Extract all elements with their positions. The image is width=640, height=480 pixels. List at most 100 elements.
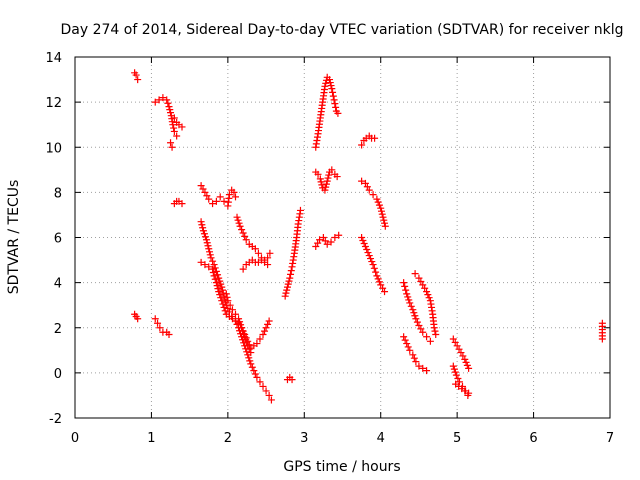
- data-point: [322, 183, 330, 191]
- y-tick-label: 12: [45, 96, 62, 111]
- data-point: [256, 378, 264, 386]
- data-point: [264, 254, 272, 262]
- data-point: [216, 291, 224, 299]
- data-point: [325, 171, 333, 179]
- data-point: [381, 219, 389, 227]
- data-point: [212, 267, 220, 275]
- data-point: [198, 221, 206, 229]
- data-point: [423, 333, 431, 341]
- data-point: [265, 317, 273, 325]
- data-point: [243, 339, 251, 347]
- data-point: [242, 336, 250, 344]
- y-tick-label: 10: [45, 141, 62, 156]
- x-axis-label: GPS time / hours: [283, 459, 400, 475]
- data-point: [215, 274, 223, 282]
- data-point: [178, 200, 186, 208]
- data-point: [237, 321, 245, 329]
- data-point: [333, 173, 341, 181]
- data-point: [455, 378, 463, 386]
- data-point: [201, 261, 209, 269]
- data-point: [166, 106, 174, 114]
- data-point: [403, 290, 411, 298]
- data-point: [197, 258, 205, 266]
- data-point: [236, 222, 244, 230]
- y-tick-label: 14: [45, 51, 62, 66]
- data-point: [253, 340, 261, 348]
- data-point: [323, 177, 331, 185]
- data-point: [314, 170, 322, 178]
- data-point: [321, 82, 329, 90]
- data-point: [406, 346, 414, 354]
- data-point: [211, 275, 219, 283]
- data-point: [401, 336, 409, 344]
- data-point: [169, 121, 177, 129]
- data-point: [164, 99, 172, 107]
- data-point: [265, 391, 273, 399]
- data-point: [410, 354, 418, 362]
- data-point: [462, 358, 470, 366]
- y-tick-label: 2: [54, 322, 62, 337]
- data-point: [215, 288, 223, 296]
- data-point: [210, 272, 218, 280]
- data-point: [151, 98, 159, 106]
- data-point: [430, 324, 438, 332]
- data-point: [216, 277, 224, 285]
- data-point: [374, 275, 382, 283]
- data-point: [241, 232, 249, 240]
- data-point: [426, 337, 434, 345]
- data-point: [218, 297, 226, 305]
- data-point: [403, 340, 411, 348]
- data-point: [358, 141, 366, 149]
- data-point: [264, 261, 272, 269]
- data-point: [287, 270, 295, 278]
- data-point: [246, 357, 254, 365]
- data-point: [328, 166, 336, 174]
- data-point: [367, 255, 375, 263]
- y-tick-label: 4: [54, 277, 62, 292]
- data-point: [242, 236, 250, 244]
- data-point: [206, 251, 214, 259]
- data-point: [328, 85, 336, 93]
- data-point: [156, 324, 164, 332]
- data-point: [233, 213, 241, 221]
- data-point: [324, 174, 332, 182]
- data-point: [369, 261, 377, 269]
- data-point: [214, 271, 222, 279]
- x-tick-label: 7: [606, 431, 614, 446]
- data-point: [286, 274, 294, 282]
- y-axis-label: SDTVAR / TECUs: [6, 180, 22, 295]
- data-point: [452, 371, 460, 379]
- data-point: [287, 267, 295, 275]
- data-point: [206, 248, 214, 256]
- data-point: [228, 306, 236, 314]
- data-point: [360, 240, 368, 248]
- data-point: [424, 291, 432, 299]
- data-point: [212, 197, 220, 205]
- chart-title: Day 274 of 2014, Sidereal Day-to-day VTE…: [61, 22, 624, 38]
- data-point: [358, 234, 366, 241]
- data-point: [154, 319, 162, 327]
- data-point: [239, 265, 247, 273]
- data-point: [219, 289, 227, 297]
- data-point: [199, 224, 207, 232]
- data-point: [365, 186, 373, 194]
- y-tick-label: 8: [54, 186, 62, 201]
- data-point: [262, 387, 270, 395]
- data-point: [256, 335, 264, 343]
- data-point: [411, 270, 419, 278]
- data-point: [205, 195, 213, 203]
- data-point: [209, 268, 217, 276]
- data-point: [201, 233, 209, 241]
- data-point: [235, 219, 243, 227]
- data-point: [377, 207, 385, 215]
- data-point: [282, 289, 290, 297]
- data-point: [326, 76, 334, 84]
- data-point: [316, 236, 324, 244]
- data-point: [236, 318, 244, 326]
- data-point: [288, 376, 296, 384]
- data-point: [216, 193, 224, 201]
- data-point: [251, 245, 259, 253]
- data-point: [412, 315, 420, 323]
- data-point: [363, 246, 371, 254]
- x-tick-label: 1: [147, 431, 155, 446]
